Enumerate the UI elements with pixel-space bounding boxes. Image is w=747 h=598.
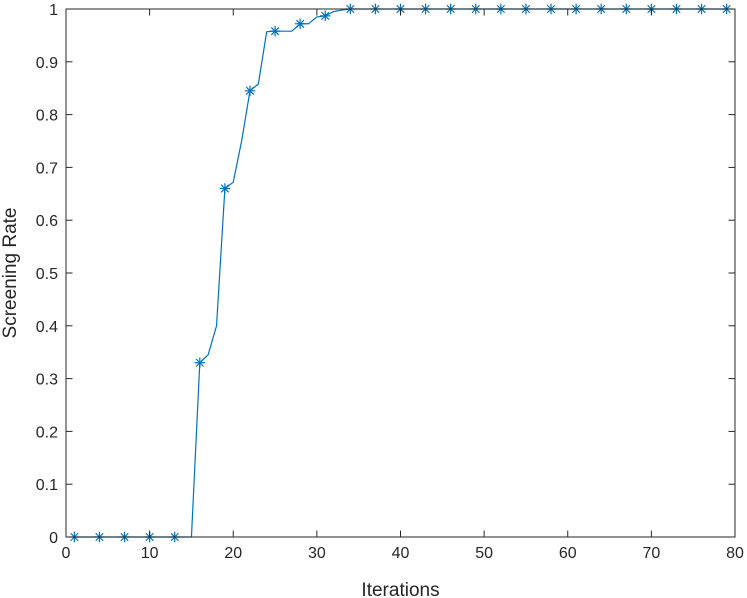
y-tick-label: 1 — [49, 2, 58, 19]
x-tick-label: 40 — [392, 545, 410, 562]
marker-stroke — [195, 358, 204, 367]
asterisk-marker — [244, 85, 256, 97]
x-tick-label: 0 — [62, 545, 71, 562]
y-tick-label: 0.6 — [36, 213, 58, 230]
x-tick-label: 20 — [224, 545, 242, 562]
y-axis-label: Screening Rate — [0, 208, 21, 339]
marker-stroke — [245, 86, 255, 96]
asterisk-marker — [269, 25, 281, 37]
x-tick-label: 10 — [141, 545, 159, 562]
x-tick-label: 60 — [559, 545, 577, 562]
x-axis-label: Iterations — [361, 580, 439, 598]
asterisk-marker — [194, 357, 206, 369]
y-tick-label: 0.7 — [36, 160, 58, 177]
y-tick-label: 0.9 — [36, 55, 58, 72]
y-tick-label: 0.5 — [36, 266, 58, 283]
x-tick-label: 30 — [308, 545, 326, 562]
y-tick-label: 0.3 — [36, 372, 58, 389]
y-tick-label: 0.1 — [36, 477, 58, 494]
y-tick-label: 0.4 — [36, 319, 58, 336]
marker-stroke — [321, 11, 330, 21]
y-tick-label: 0.8 — [36, 108, 58, 125]
axes-layer: 0 10 20 30 40 50 60 70 80 0 0.1 0.2 0.3 0.4 0.5 0.6 0.7 0… — [36, 2, 744, 562]
marker-stroke — [295, 19, 305, 28]
marker-stroke — [270, 27, 280, 36]
x-tick-label: 80 — [726, 545, 744, 562]
plot-background — [66, 9, 735, 537]
x-tick-label: 50 — [475, 545, 493, 562]
y-tick-label: 0.2 — [36, 424, 58, 441]
asterisk-marker — [294, 18, 306, 30]
asterisk-marker — [319, 10, 331, 22]
marker-stroke — [220, 184, 230, 193]
asterisk-marker — [219, 183, 231, 194]
x-tick-label: 70 — [642, 545, 660, 562]
y-tick-label: 0 — [49, 530, 58, 547]
